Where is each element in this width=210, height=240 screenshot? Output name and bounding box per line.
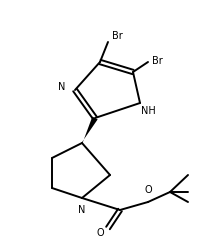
Text: Br: Br: [112, 31, 123, 41]
Text: NH: NH: [141, 106, 155, 116]
Text: N: N: [58, 82, 66, 92]
Text: O: O: [144, 185, 152, 195]
Polygon shape: [81, 117, 98, 143]
Text: N: N: [78, 205, 86, 215]
Text: Br: Br: [152, 56, 163, 66]
Text: O: O: [96, 228, 104, 238]
